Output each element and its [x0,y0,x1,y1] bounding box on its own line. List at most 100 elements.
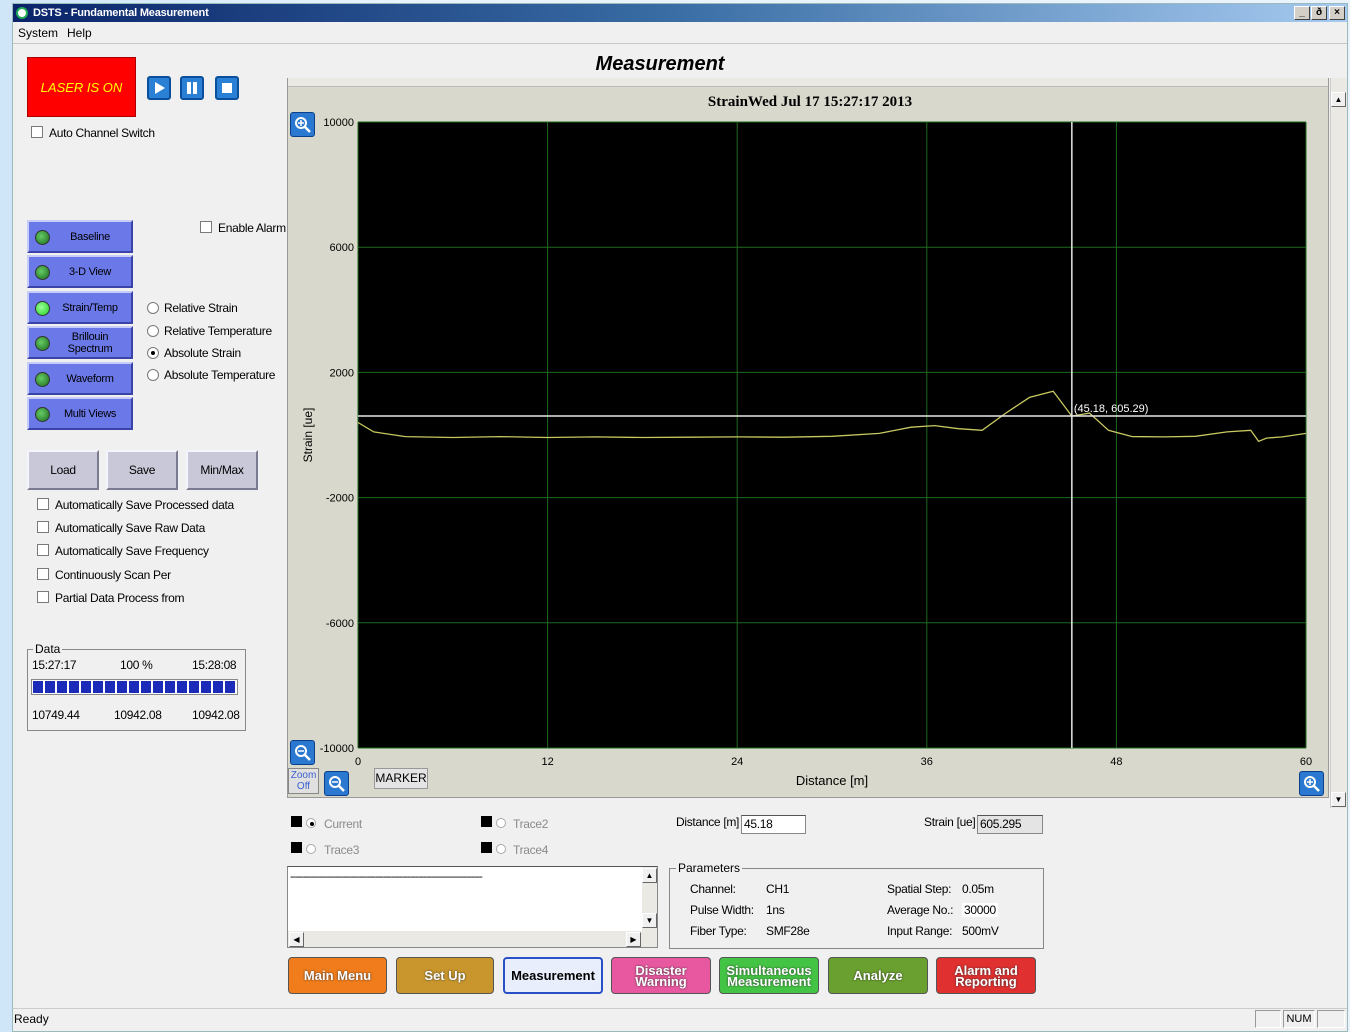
continuous-scan-checkbox[interactable] [37,568,49,580]
baseline-label: Baseline [70,230,110,243]
y-tick-label: 10000 [323,117,354,129]
param-value: 500mV [962,924,999,938]
y-axis-label: Strain [ue] [301,408,315,463]
strain-temp-button[interactable]: Strain/Temp [27,291,133,324]
x-tick-label: 48 [1110,756,1122,768]
data-progress-label: 100 % [120,658,153,672]
measurement-nav-button[interactable]: Measurement [503,957,603,994]
scroll-down-icon[interactable]: ▼ [1331,792,1346,807]
trace-current-radio[interactable] [306,818,316,828]
page-v-scrollbar[interactable] [1330,78,1347,808]
parameters-title: Parameters [676,861,743,875]
auto-save-raw-checkbox[interactable] [37,521,49,533]
min-max-button[interactable]: Min/Max [186,450,258,490]
close-button[interactable]: × [1329,6,1345,20]
trace-color-swatch [481,842,492,853]
simultaneous-measurement-nav-button[interactable]: Simultaneous Measurement [719,957,819,994]
pause-button[interactable] [180,76,204,100]
restore-button[interactable]: ð [1311,6,1327,20]
zoom-out-icon [295,745,311,761]
app-icon [16,7,28,19]
log-scroll-up-icon[interactable]: ▲ [642,868,657,883]
trace2-radio[interactable] [496,818,506,828]
baseline-button[interactable]: Baseline [27,220,133,253]
set-up-nav-button[interactable]: Set Up [396,957,494,994]
y-tick-label: 6000 [330,242,354,254]
auto-save-frequency-checkbox[interactable] [37,544,49,556]
disaster-warning-nav-button[interactable]: Disaster Warning [611,957,711,994]
analyze-nav-button[interactable]: Analyze [828,957,928,994]
zoom-in-x-button[interactable] [1299,771,1324,796]
load-button[interactable]: Load [27,450,99,490]
trace-color-swatch [291,816,302,827]
multi-views-button[interactable]: Multi Views [27,397,133,430]
status-text: Ready [14,1012,49,1026]
zoom-in-y-button[interactable] [290,112,315,137]
status-led-icon [35,301,50,316]
3d-view-button[interactable]: 3-D View [27,255,133,288]
strain-chart[interactable]: 10000 6000 2000 -2000 -6000 -10000 0 12 24 36 48 6… [288,112,1328,802]
absolute-strain-radio[interactable] [147,347,159,359]
log-scroll-right-icon[interactable]: ▶ [626,932,641,947]
partial-data-process-checkbox[interactable] [37,591,49,603]
y-tick-label: 2000 [330,367,354,379]
title-bar: DSTS - Fundamental Measurement [13,4,1347,22]
data-end-time: 15:28:08 [192,658,237,672]
zoom-out-y-button[interactable] [290,740,315,765]
minimize-button[interactable]: _ [1294,6,1310,20]
zoom-out-icon [329,776,345,792]
chart-title: StrainWed Jul 17 15:27:17 2013 [707,94,913,110]
auto-save-processed-checkbox[interactable] [37,498,49,510]
menu-help[interactable]: Help [67,26,92,40]
param-key: Pulse Width: [690,903,754,917]
trace4-label: Trace4 [513,843,549,857]
zoom-in-icon [295,117,311,133]
auto-channel-switch-checkbox[interactable] [31,126,43,138]
chart-h-scrollbar[interactable] [288,78,1328,87]
alarm-and-reporting-nav-button[interactable]: Alarm and Reporting [936,957,1036,994]
brillouin-spectrum-button[interactable]: Brillouin Spectrum [27,326,133,359]
save-button[interactable]: Save [106,450,178,490]
trace-current-label: Current [324,817,362,831]
log-scroll-down-icon[interactable]: ▼ [642,913,657,928]
crosshair-group: (45.18, 605.29) [358,122,1306,748]
series-group [357,390,1307,443]
log-h-scrollbar[interactable] [288,931,642,947]
param-key: Input Range: [887,924,953,938]
marker-readout-label: (45.18, 605.29) [1074,403,1149,415]
trace3-radio[interactable] [306,844,316,854]
pause-icon [187,82,197,94]
relative-strain-radio[interactable] [147,302,159,314]
play-button[interactable] [147,76,171,100]
log-scroll-left-icon[interactable]: ◀ [289,932,304,947]
auto-save-frequency-label: Automatically Save Frequency [55,544,209,558]
absolute-temperature-label: Absolute Temperature [164,368,276,382]
marker-button[interactable]: MARKER [374,768,428,789]
menu-system[interactable]: System [18,26,59,40]
x-tick-label: 24 [731,756,743,768]
partial-data-process-label: Partial Data Process from [55,591,185,605]
absolute-temperature-radio[interactable] [147,369,159,381]
zoom-off-button[interactable]: Zoom Off [288,768,319,794]
zoom-out-x-button[interactable] [324,771,349,796]
y-axis-ticks: 10000 6000 2000 -2000 -6000 -10000 [320,117,354,755]
relative-temperature-radio[interactable] [147,325,159,337]
multi-views-label: Multi Views [63,407,117,420]
scroll-up-icon[interactable]: ▲ [1331,92,1346,107]
strain-field: 605.295 [977,815,1043,834]
waveform-button[interactable]: Waveform [27,362,133,395]
trace4-radio[interactable] [496,844,506,854]
continuous-scan-label: Continuously Scan Per [55,568,171,582]
param-key: Fiber Type: [690,924,747,938]
status-bar [13,1008,1347,1030]
distance-field[interactable]: 45.18 [741,815,806,834]
stop-button[interactable] [215,76,239,100]
status-led-icon [35,265,50,280]
window-title: DSTS - Fundamental Measurement [33,7,209,19]
status-led-icon [35,407,50,422]
trace-color-swatch [481,816,492,827]
enable-alarm-checkbox[interactable] [200,221,212,233]
stop-icon [222,83,232,93]
menu-bar [13,22,1347,44]
main-menu-nav-button[interactable]: Main Menu [288,957,387,994]
